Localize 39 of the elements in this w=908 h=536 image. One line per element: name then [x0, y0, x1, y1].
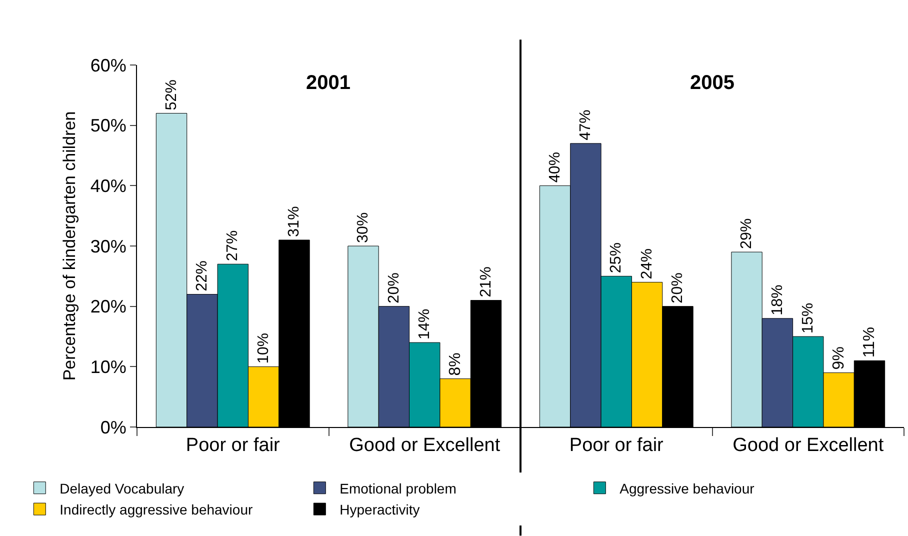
- annotation: 2001: [306, 72, 350, 94]
- y-tick-label: 30%: [90, 236, 126, 256]
- data-label: 52%: [162, 79, 180, 110]
- data-label: 8%: [446, 352, 464, 376]
- x-tick-label: Good or Excellent: [349, 434, 501, 456]
- x-tick-label: Poor or fair: [569, 434, 664, 456]
- data-label: 10%: [254, 332, 272, 364]
- data-label: 21%: [477, 266, 494, 298]
- data-label: 9%: [830, 346, 848, 370]
- data-label: 24%: [638, 248, 656, 280]
- y-tick-label: 50%: [90, 116, 126, 136]
- legend-label: Aggressive behaviour: [620, 480, 755, 496]
- data-label: 31%: [286, 206, 303, 237]
- legend-label: Hyperactivity: [340, 502, 420, 518]
- legend-label: Indirectly aggressive behaviour: [60, 502, 253, 518]
- y-axis-title: Percentage of kindergarten children: [60, 111, 79, 381]
- y-tick-label: 20%: [90, 296, 126, 317]
- legend-label: Delayed Vocabulary: [60, 480, 184, 496]
- data-label: 29%: [738, 218, 756, 250]
- data-label: 40%: [546, 152, 564, 183]
- data-label: 20%: [669, 272, 686, 304]
- annotation: 2005: [690, 72, 734, 94]
- legend-label: Emotional problem: [340, 480, 456, 496]
- data-label: 15%: [799, 302, 816, 334]
- y-tick-label: 40%: [90, 176, 126, 196]
- data-label: 14%: [416, 308, 433, 340]
- data-label: 18%: [768, 284, 786, 316]
- data-label: 30%: [354, 212, 372, 243]
- data-label: 11%: [860, 326, 878, 358]
- data-label: 27%: [224, 230, 242, 262]
- y-tick-label: 0%: [100, 417, 126, 438]
- data-label: 25%: [608, 242, 625, 274]
- x-tick-label: Poor or fair: [186, 434, 281, 456]
- data-label: 47%: [577, 109, 594, 140]
- data-label: 20%: [385, 272, 402, 304]
- y-tick-label: 60%: [90, 55, 126, 76]
- x-tick-label: Good or Excellent: [732, 434, 884, 456]
- data-label: 22%: [194, 260, 211, 292]
- y-tick-label: 10%: [90, 356, 126, 377]
